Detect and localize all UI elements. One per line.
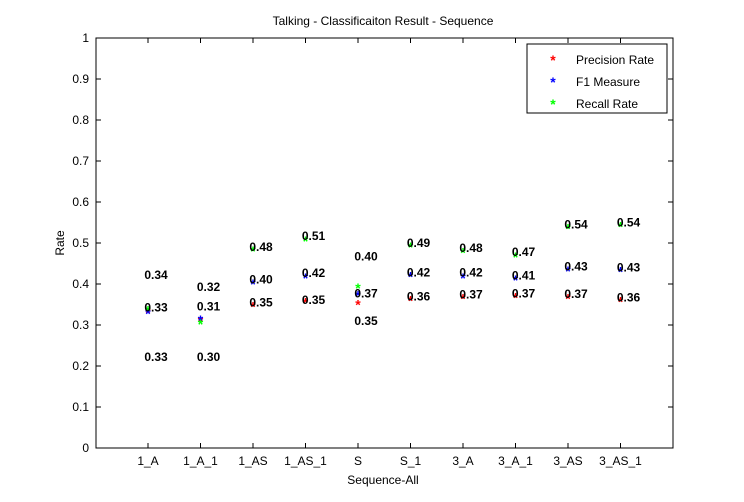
data-label: 0.47 <box>512 245 536 259</box>
x-tick-label: S <box>354 454 362 468</box>
legend-marker: * <box>550 74 556 90</box>
y-axis: 0 0.1 0.2 0.3 0.4 0.5 0.6 0.7 0.8 0.9 1 <box>72 31 673 455</box>
data-label: 0.40 <box>249 272 273 286</box>
x-tick-label: S_1 <box>400 454 422 468</box>
y-tick-label: 0.5 <box>72 236 89 250</box>
x-tick-label: 1_AS_1 <box>284 454 327 468</box>
data-label: 0.36 <box>617 290 641 304</box>
chart-title: Talking - Classificaiton Result - Sequen… <box>273 14 494 28</box>
data-point-f1-measure: * <box>355 287 361 303</box>
data-point-recall-rate: * <box>460 244 466 260</box>
data-point-recall-rate: * <box>303 233 309 249</box>
data-point-precision-rate: * <box>250 299 256 315</box>
x-tick-label: 3_AS_1 <box>599 454 642 468</box>
x-tick-label: 3_A_1 <box>498 454 533 468</box>
legend-box <box>526 43 668 114</box>
data-point-f1-measure: * <box>198 312 204 328</box>
data-point-f1-measure: * <box>250 276 256 292</box>
legend-label: Precision Rate <box>576 53 654 67</box>
data-label: 0.34 <box>144 268 168 282</box>
data-label: 0.54 <box>617 215 641 229</box>
data-markers: *** * * * * * * ** ** *** * ** ******* * ** * <box>145 219 624 332</box>
data-point-precision-rate: * <box>408 292 414 308</box>
data-point-precision-rate: * <box>355 297 361 313</box>
data-label: 0.36 <box>407 289 431 303</box>
x-tick-label: 1_A <box>137 454 158 468</box>
data-point-f1-measure: * <box>460 270 466 286</box>
data-label: 0.43 <box>564 260 588 274</box>
data-label: 0.35 <box>354 314 378 328</box>
legend: * Precision Rate * F1 Measure * Recall Rate <box>526 43 668 114</box>
data-point-recall-rate: * <box>565 221 571 237</box>
data-label: 0.30 <box>197 350 221 364</box>
x-tick-label: 3_AS <box>553 454 582 468</box>
legend-label: Recall Rate <box>576 97 638 111</box>
data-point-recall-rate: * <box>250 243 256 259</box>
x-tick-label: 1_AS <box>238 454 267 468</box>
y-tick-label: 0.8 <box>72 113 89 127</box>
legend-marker: * <box>550 52 556 68</box>
data-point-f1-measure: * <box>303 270 309 286</box>
data-label: 0.48 <box>459 241 483 255</box>
y-tick-label: 0.9 <box>72 72 89 86</box>
x-tick-label: 1_A_1 <box>183 454 218 468</box>
data-label: 0.42 <box>459 266 483 280</box>
data-label: 0.49 <box>407 236 431 250</box>
data-label: 0.35 <box>249 296 273 310</box>
y-axis-title: Rate <box>53 230 67 256</box>
data-label: 0.54 <box>564 217 588 231</box>
legend-marker: * <box>550 96 556 112</box>
data-label: 0.37 <box>459 287 483 301</box>
data-point-precision-rate: * <box>460 290 466 306</box>
data-label: 0.37 <box>354 287 378 301</box>
data-point-precision-rate: * <box>145 305 151 321</box>
data-label: 0.40 <box>354 249 378 263</box>
data-label: 0.32 <box>197 280 221 294</box>
data-point-f1-measure: * <box>513 272 519 288</box>
data-point-recall-rate: * <box>618 219 624 235</box>
data-point-f1-measure: * <box>618 264 624 280</box>
y-tick-label: 0.1 <box>72 400 89 414</box>
data-point-recall-rate: * <box>513 249 519 265</box>
data-labels: 0.34 0.33 0.33 0.32 0.31 0.30 0.48 0.40 0.35 0.51… <box>144 215 640 364</box>
data-point-recall-rate: * <box>355 280 361 296</box>
data-label: 0.31 <box>197 299 221 313</box>
data-label: 0.33 <box>144 350 168 364</box>
y-tick-label: 0.3 <box>72 318 89 332</box>
data-label: 0.35 <box>302 293 326 307</box>
x-axis-title: Sequence-All <box>347 473 418 487</box>
data-point-f1-measure: * <box>145 306 151 322</box>
data-label: 0.41 <box>512 269 536 283</box>
data-label: 0.42 <box>407 266 431 280</box>
data-point-precision-rate: * <box>198 313 204 329</box>
y-tick-label: 0 <box>82 441 89 455</box>
data-point-precision-rate: * <box>513 290 519 306</box>
data-label: 0.33 <box>144 301 168 315</box>
data-label: 0.43 <box>617 260 641 274</box>
data-point-f1-measure: * <box>408 269 414 285</box>
y-tick-label: 0.2 <box>72 359 89 373</box>
data-label: 0.48 <box>249 240 273 254</box>
data-point-recall-rate: * <box>198 316 204 332</box>
data-point-recall-rate: * <box>408 239 414 255</box>
data-point-recall-rate: * <box>145 303 151 319</box>
data-point-precision-rate: * <box>303 294 309 310</box>
y-tick-label: 0.6 <box>72 195 89 209</box>
data-label: 0.51 <box>302 229 326 243</box>
data-label: 0.37 <box>564 287 588 301</box>
legend-label: F1 Measure <box>576 75 640 89</box>
y-tick-label: 0.4 <box>72 277 89 291</box>
data-point-precision-rate: * <box>565 290 571 306</box>
data-label: 0.37 <box>512 287 536 301</box>
data-point-f1-measure: * <box>565 263 571 279</box>
y-tick-label: 1 <box>82 31 89 45</box>
x-axis: 1_A 1_A_1 1_AS 1_AS_1 S S_1 3_A 3_A_1 3_AS 3_AS_1 <box>137 38 642 468</box>
x-tick-label: 3_A <box>452 454 473 468</box>
data-label: 0.42 <box>302 266 326 280</box>
y-tick-label: 0.7 <box>72 154 89 168</box>
data-point-precision-rate: * <box>618 294 624 310</box>
